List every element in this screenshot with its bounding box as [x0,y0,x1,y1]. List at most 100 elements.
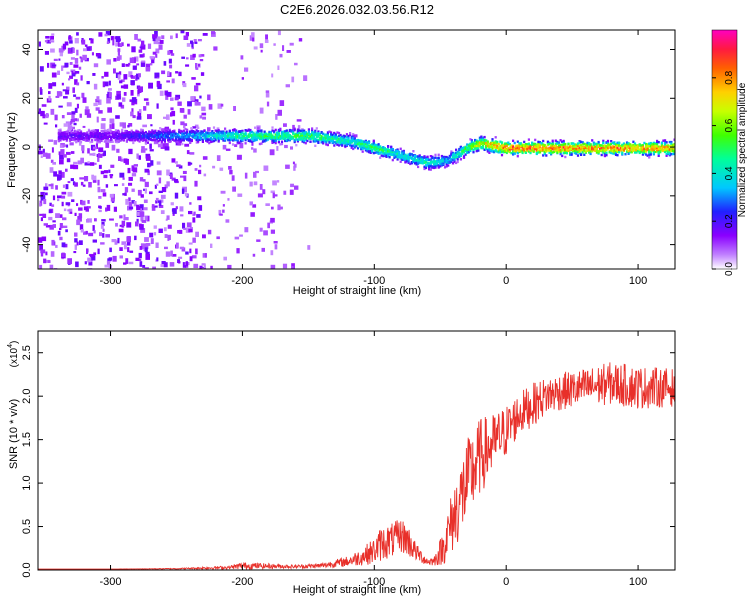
ridge-cell [345,136,348,139]
noise-cell [166,92,170,96]
noise-cell [59,159,64,165]
noise-cell [150,238,154,244]
ridge-cell [637,150,640,153]
ridge-cell [412,160,415,164]
ridge-cell [521,147,524,150]
ridge-cell [576,145,580,148]
ridge-cell [133,139,136,142]
noise-cell [194,168,198,171]
ridge-cell [274,141,277,145]
noise-cell [80,157,84,164]
ridge-cell [646,148,649,152]
ridge-cell [591,146,594,150]
noise-cell [74,232,78,237]
noise-cell [301,128,304,131]
noise-cell [204,253,207,258]
ridge-cell [200,130,203,133]
noise-cell [127,247,130,253]
ridge-cell [532,142,535,146]
ridge-cell [458,151,461,154]
noise-cell [186,57,189,60]
noise-cell [149,56,155,59]
ridge-cell [447,157,450,160]
ridge-cell [554,142,557,145]
ridge-cell [238,136,241,139]
noise-cell [43,223,48,226]
noise-cell [158,205,164,208]
ridge-cell [599,149,602,152]
noise-cell [192,217,196,223]
noise-cell [181,188,185,194]
ridge-cell [146,132,149,136]
ridge-cell [423,155,426,158]
noise-cell [158,190,163,193]
ridge-cell [246,136,249,140]
ridge-cell [181,137,184,141]
noise-cell [149,232,154,238]
ridge-cell [206,135,209,138]
noise-cell [137,212,142,216]
ridge-cell [214,133,217,137]
noise-cell [298,38,303,42]
ridge-cell [502,145,505,148]
ridge-cell [569,151,572,154]
ridge-cell [276,135,279,138]
ridge-cell [599,144,602,147]
noise-cell [38,41,41,47]
noise-cell [132,115,136,119]
noise-cell [259,227,263,232]
ridge-cell [144,135,147,138]
noise-cell [145,253,150,260]
noise-cell [140,228,146,233]
noise-cell [170,107,174,111]
noise-cell [61,195,66,199]
ridge-cell [238,130,241,133]
ridge-cell [241,138,244,142]
ridge-cell [157,132,160,136]
noise-cell [97,186,101,193]
noise-cell [82,125,86,128]
ridge-cell [618,148,621,151]
ridge-cell [220,136,223,139]
noise-cell [122,177,125,180]
ridge-cell [330,131,333,134]
noise-cell [50,251,55,257]
ridge-cell [227,132,230,135]
ridge-cell [114,129,117,132]
noise-cell [104,81,109,87]
ridge-cell [86,131,89,134]
ridge-cell [387,150,390,153]
ridge-cell [570,153,573,156]
ridge-cell [649,151,652,154]
ridge-cell [576,142,580,145]
noise-cell [194,124,199,129]
ridge-cell [524,144,527,147]
ridge-cell [581,151,584,154]
ridge-cell [648,142,651,146]
noise-cell [171,110,176,117]
ridge-cell [499,140,502,143]
ridge-cell [211,132,214,135]
noise-cell [210,243,213,248]
ridge-cell [491,147,494,150]
ridge-cell [542,149,545,152]
ridge-cell [231,143,235,146]
noise-cell [289,189,294,195]
noise-cell [85,106,89,110]
noise-cell [137,189,142,196]
noise-cell [131,200,135,204]
ridge-cell [610,142,613,146]
ridge-cell [504,149,507,153]
ridge-cell [399,156,402,159]
noise-cell [89,254,94,257]
ridge-cell [455,161,458,165]
ridge-cell [331,137,334,140]
noise-cell [270,217,275,223]
noise-cell [115,115,120,119]
noise-cell [106,94,110,99]
noise-cell [130,90,134,96]
noise-cell [136,63,140,66]
ridge-cell [277,129,280,133]
ridge-cell [299,136,303,140]
